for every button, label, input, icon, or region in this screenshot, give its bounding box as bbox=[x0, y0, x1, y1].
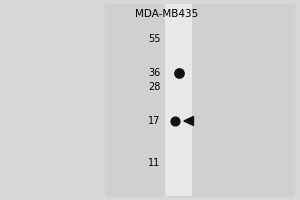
Polygon shape bbox=[184, 117, 194, 125]
Point bbox=[172, 119, 177, 123]
Text: 36: 36 bbox=[148, 68, 160, 78]
Text: 11: 11 bbox=[148, 158, 160, 168]
Text: 17: 17 bbox=[148, 116, 160, 126]
Text: MDA-MB435: MDA-MB435 bbox=[135, 9, 198, 19]
Text: 28: 28 bbox=[148, 82, 160, 92]
Bar bbox=[105, 4, 294, 196]
Text: 55: 55 bbox=[148, 34, 161, 44]
Bar bbox=[165, 4, 192, 196]
Point bbox=[176, 71, 181, 75]
